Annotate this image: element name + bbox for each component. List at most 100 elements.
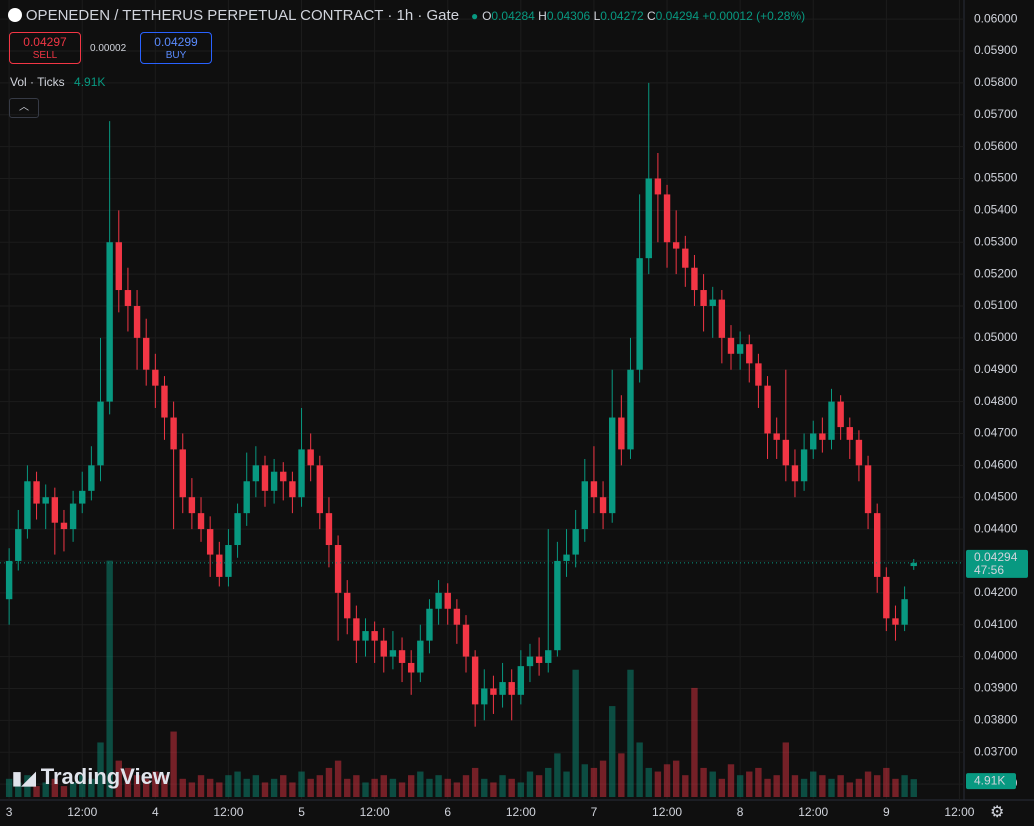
candle-body	[700, 290, 707, 306]
volume-bar	[60, 786, 68, 797]
ohlc-label: C	[646, 9, 656, 23]
candle-body	[864, 465, 872, 514]
volume-bar	[5, 778, 13, 797]
candle-body	[362, 631, 369, 641]
volume-bar	[599, 760, 607, 797]
candle-body	[490, 688, 497, 695]
candle-body	[179, 449, 186, 498]
volume-bar	[344, 778, 351, 797]
candle-body	[609, 417, 616, 514]
candle-body	[398, 650, 406, 663]
volume-bar	[590, 767, 598, 797]
candle-body	[143, 337, 150, 370]
collapse-button[interactable]: ︿	[9, 98, 39, 118]
candle-body	[736, 344, 744, 354]
candle-body	[645, 178, 652, 259]
candle-body	[663, 194, 671, 243]
candle-body	[389, 650, 397, 657]
volume-bar	[206, 778, 214, 797]
volume-bar	[883, 767, 890, 797]
buy-button[interactable]: 0.04299 BUY	[140, 32, 212, 64]
volume-bar	[353, 775, 360, 797]
volume-bar	[609, 706, 616, 797]
candle-body	[325, 513, 333, 546]
volume-bar	[846, 782, 853, 797]
candle-body	[810, 433, 817, 450]
candle-body	[764, 385, 771, 434]
candle-body	[380, 640, 387, 657]
candle-body	[42, 497, 49, 504]
candle-body	[572, 529, 579, 555]
volume-bar	[298, 771, 305, 797]
volume-bar	[545, 767, 552, 797]
volume-bar	[152, 771, 159, 797]
y-tick-label: 0.04000	[974, 649, 1018, 663]
volume-bar	[718, 778, 726, 797]
y-tick-label: 0.05600	[974, 139, 1018, 153]
candle-body	[298, 449, 305, 498]
candle-body	[873, 513, 881, 577]
volume-bar	[51, 778, 59, 797]
candle-body	[782, 439, 790, 466]
y-tick-label: 0.04200	[974, 585, 1018, 599]
sell-label: SELL	[32, 50, 58, 61]
candle-body	[526, 656, 534, 667]
volume-label-bg	[966, 773, 1016, 790]
candle-body	[353, 618, 360, 641]
y-tick-label: 0.04800	[974, 394, 1018, 408]
sell-button[interactable]: 0.04297 SELL	[9, 32, 81, 64]
candle-body	[51, 497, 59, 523]
volume-bar	[435, 775, 442, 797]
volume-bar	[133, 775, 141, 797]
x-tick-label: 9	[883, 805, 890, 819]
countdown: 47:56	[974, 563, 1004, 577]
candle-body	[672, 242, 680, 249]
x-tick-label: 3	[6, 805, 13, 819]
y-tick-label: 0.03900	[974, 681, 1018, 695]
volume-bar	[727, 764, 735, 797]
price-label: 0.04294	[974, 550, 1018, 564]
volume-bar	[69, 782, 77, 797]
settings-button[interactable]: ⚙	[990, 804, 1005, 821]
volume-bar	[97, 742, 104, 797]
volume-bar	[170, 731, 177, 797]
x-tick-label: 5	[298, 805, 305, 819]
candle-body	[106, 242, 113, 402]
volume-bar	[572, 669, 579, 797]
volume-bar	[417, 771, 424, 797]
symbol-icon	[8, 8, 22, 22]
volume-bar	[481, 778, 488, 797]
volume-bar	[462, 775, 470, 797]
volume-bar	[216, 782, 223, 797]
volume-bar	[179, 778, 186, 797]
y-tick-label: 0.03800	[974, 712, 1018, 726]
volume-bar	[252, 775, 260, 797]
x-tick-label: 6	[444, 805, 451, 819]
candle-body	[216, 554, 223, 577]
candle-body	[718, 299, 726, 338]
volume-bar	[115, 760, 122, 797]
candle-body	[508, 682, 515, 695]
candle-body	[654, 178, 662, 195]
volume-bar	[892, 778, 899, 797]
volume-legend: Vol · Ticks 4.91K	[10, 75, 105, 89]
candle-body	[417, 640, 424, 673]
volume-bar	[654, 771, 662, 797]
volume-bar	[79, 775, 86, 797]
volume-bar	[24, 775, 31, 797]
candle-body	[855, 439, 863, 466]
change: +0.00012 (+0.28%)	[702, 9, 806, 23]
candle-body	[334, 545, 342, 593]
y-tick-label: 0.04700	[974, 426, 1018, 440]
buy-label: BUY	[165, 50, 187, 61]
candle-body	[791, 465, 799, 482]
y-tick-label: 0.06000	[974, 11, 1018, 25]
candle-body	[124, 290, 132, 306]
y-tick-label: 0.04500	[974, 489, 1018, 503]
volume-bar	[33, 786, 40, 797]
volume-bar	[243, 778, 250, 797]
volume-bar	[261, 782, 269, 797]
volume-bar	[873, 775, 881, 797]
